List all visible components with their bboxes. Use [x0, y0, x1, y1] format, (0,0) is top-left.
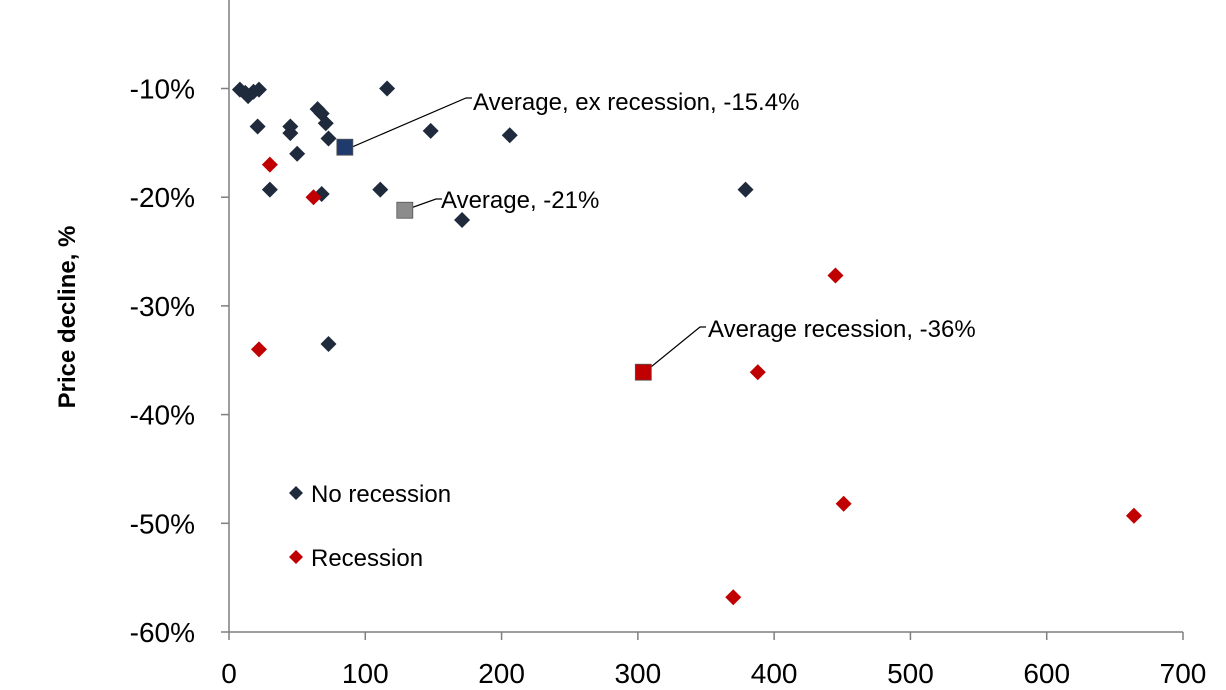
- recession-point: [835, 495, 852, 512]
- y-tick-label: -20%: [130, 182, 195, 213]
- y-axis-title: Price decline, %: [54, 226, 81, 409]
- y-tick-label: -10%: [130, 74, 195, 105]
- no-recession-point: [379, 80, 396, 97]
- annotations: Average, ex recession, -15.4% Average, -2…: [336, 89, 976, 381]
- legend: No recession Recession: [289, 481, 451, 572]
- recession-point: [305, 189, 322, 206]
- no-recession-point: [372, 181, 389, 198]
- average-marker: [634, 363, 652, 381]
- no-recession-point: [737, 181, 754, 198]
- x-tick-label: 300: [614, 658, 661, 689]
- no-recession-point: [317, 115, 334, 132]
- x-tick-label: 400: [751, 658, 798, 689]
- y-tick-label: -40%: [130, 400, 195, 431]
- no-recession-point: [249, 118, 266, 135]
- average-label: Average recession, -36%: [708, 316, 976, 343]
- no-recession-point: [320, 335, 337, 352]
- average-label: Average, ex recession, -15.4%: [473, 89, 799, 116]
- recession-point: [1125, 507, 1142, 524]
- recession-point: [261, 156, 278, 173]
- no-recession-point: [282, 125, 299, 142]
- x-tick-label: 500: [887, 658, 934, 689]
- recession-point: [250, 341, 267, 358]
- average-leader-line: [643, 326, 706, 373]
- x-tick-label: 0: [221, 658, 237, 689]
- no-recession-point: [250, 81, 267, 98]
- y-tick-label: -50%: [130, 508, 195, 539]
- no-recession-point: [454, 212, 471, 229]
- axes: -10% -20% -30% -40% -50% -60% 0 100 200 300 400 500…: [130, 0, 1207, 689]
- recession-point: [827, 267, 844, 284]
- average-leader-line: [344, 97, 472, 148]
- no-recession-point: [501, 127, 518, 144]
- y-tick-label: -60%: [130, 617, 195, 648]
- x-tick-label: 100: [342, 658, 389, 689]
- data-points: [231, 80, 1142, 606]
- no-recession-point: [422, 122, 439, 139]
- no-recession-point: [320, 130, 337, 147]
- legend-marker: [289, 550, 303, 564]
- average-label: Average, -21%: [441, 187, 599, 214]
- y-axis-title-group: Price decline, %: [54, 226, 81, 409]
- no-recession-point: [289, 145, 306, 162]
- x-tick-label: 200: [478, 658, 525, 689]
- legend-label: No recession: [311, 481, 451, 508]
- average-marker: [396, 201, 414, 219]
- legend-label: Recession: [311, 545, 423, 572]
- legend-marker: [289, 486, 303, 500]
- no-recession-point: [261, 181, 278, 198]
- recession-point: [749, 364, 766, 381]
- average-marker: [336, 138, 354, 156]
- recession-point: [725, 589, 742, 606]
- x-tick-label: 600: [1023, 658, 1070, 689]
- x-tick-label: 700: [1160, 658, 1207, 689]
- y-tick-label: -30%: [130, 291, 195, 322]
